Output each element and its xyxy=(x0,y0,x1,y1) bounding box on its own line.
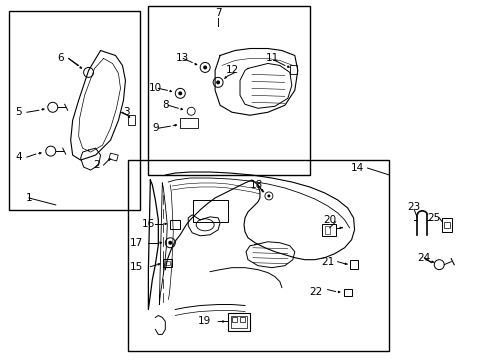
Bar xyxy=(441,218,451,232)
Circle shape xyxy=(178,91,182,95)
Bar xyxy=(163,259,172,267)
Bar xyxy=(180,118,198,128)
Text: 23: 23 xyxy=(407,202,420,212)
Bar xyxy=(9,11,140,210)
Bar xyxy=(170,220,180,229)
Text: 4: 4 xyxy=(16,152,22,162)
Text: 22: 22 xyxy=(308,287,322,297)
Text: 8: 8 xyxy=(162,100,168,110)
Bar xyxy=(343,289,351,296)
Bar xyxy=(193,200,227,222)
Text: 18: 18 xyxy=(249,180,262,190)
Bar xyxy=(165,261,170,265)
Circle shape xyxy=(203,66,207,69)
Text: 16: 16 xyxy=(142,219,155,229)
Bar xyxy=(443,222,449,228)
Text: 15: 15 xyxy=(129,262,143,272)
Bar xyxy=(128,160,388,351)
Text: 12: 12 xyxy=(225,66,238,76)
Circle shape xyxy=(267,194,270,197)
Bar xyxy=(289,66,296,75)
Bar xyxy=(349,260,357,269)
Text: 3: 3 xyxy=(123,107,129,117)
Bar xyxy=(232,318,237,323)
Bar xyxy=(240,318,244,323)
Text: 25: 25 xyxy=(427,213,440,223)
Text: 19: 19 xyxy=(197,316,210,327)
Text: 21: 21 xyxy=(321,257,334,267)
Bar xyxy=(128,115,135,125)
Bar xyxy=(230,316,246,328)
Text: 9: 9 xyxy=(152,123,158,133)
Text: 14: 14 xyxy=(350,163,364,173)
Text: 20: 20 xyxy=(323,215,336,225)
Text: 10: 10 xyxy=(148,84,162,93)
Text: 6: 6 xyxy=(57,54,64,63)
Bar xyxy=(321,224,335,236)
Text: 13: 13 xyxy=(175,54,188,63)
Bar xyxy=(148,6,309,175)
Bar xyxy=(227,314,249,332)
Text: 2: 2 xyxy=(93,160,100,170)
Text: 11: 11 xyxy=(266,54,279,63)
Bar xyxy=(324,226,329,234)
Text: 5: 5 xyxy=(16,107,22,117)
Text: 7: 7 xyxy=(214,8,221,18)
Text: 17: 17 xyxy=(129,238,143,248)
Bar xyxy=(109,153,118,161)
Text: 24: 24 xyxy=(417,253,430,263)
Text: 1: 1 xyxy=(25,193,32,203)
Circle shape xyxy=(168,241,172,245)
Circle shape xyxy=(216,80,220,84)
